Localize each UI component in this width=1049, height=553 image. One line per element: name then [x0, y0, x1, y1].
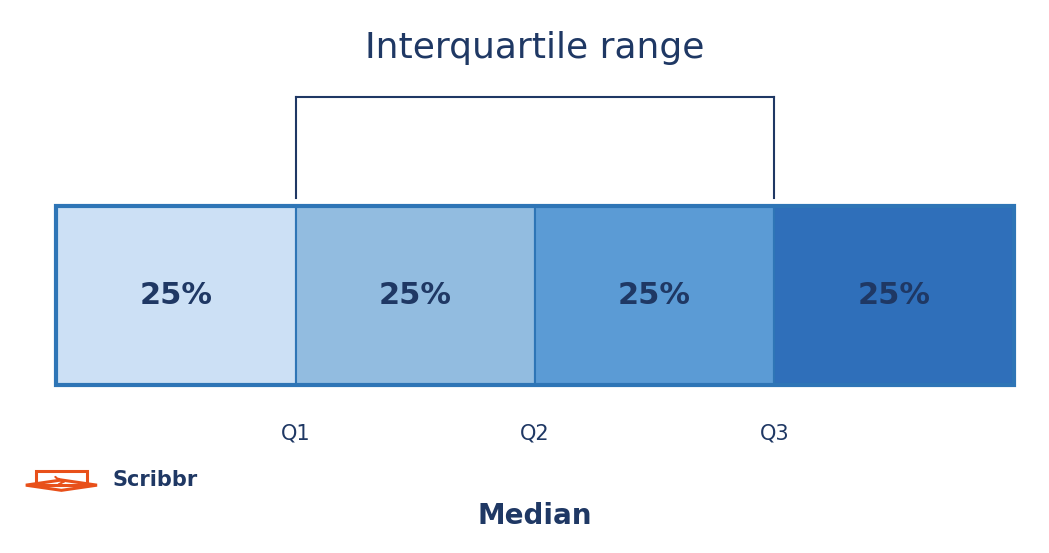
Bar	[774, 206, 1013, 385]
Text: 25%: 25%	[379, 281, 452, 310]
Text: 25%: 25%	[140, 281, 212, 310]
Bar	[296, 206, 535, 385]
Text: Q2: Q2	[520, 424, 550, 444]
Text: Median: Median	[477, 502, 592, 530]
Bar	[57, 206, 296, 385]
Text: Interquartile range: Interquartile range	[365, 32, 705, 65]
Text: Scribbr: Scribbr	[113, 471, 198, 491]
Text: Q1: Q1	[281, 424, 311, 444]
Text: 25%: 25%	[618, 281, 691, 310]
Bar	[57, 206, 1013, 385]
Text: Q3: Q3	[759, 424, 789, 444]
Text: 25%: 25%	[857, 281, 930, 310]
Bar	[535, 206, 774, 385]
